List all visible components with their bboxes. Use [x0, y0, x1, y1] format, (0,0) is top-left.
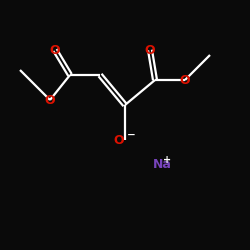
Text: O: O: [45, 94, 55, 106]
Text: +: +: [164, 155, 172, 165]
Text: O: O: [145, 44, 155, 57]
Text: O: O: [50, 44, 60, 57]
Text: O: O: [180, 74, 190, 86]
Text: −: −: [127, 130, 136, 140]
Text: O: O: [113, 134, 124, 146]
Text: Na: Na: [152, 158, 172, 172]
